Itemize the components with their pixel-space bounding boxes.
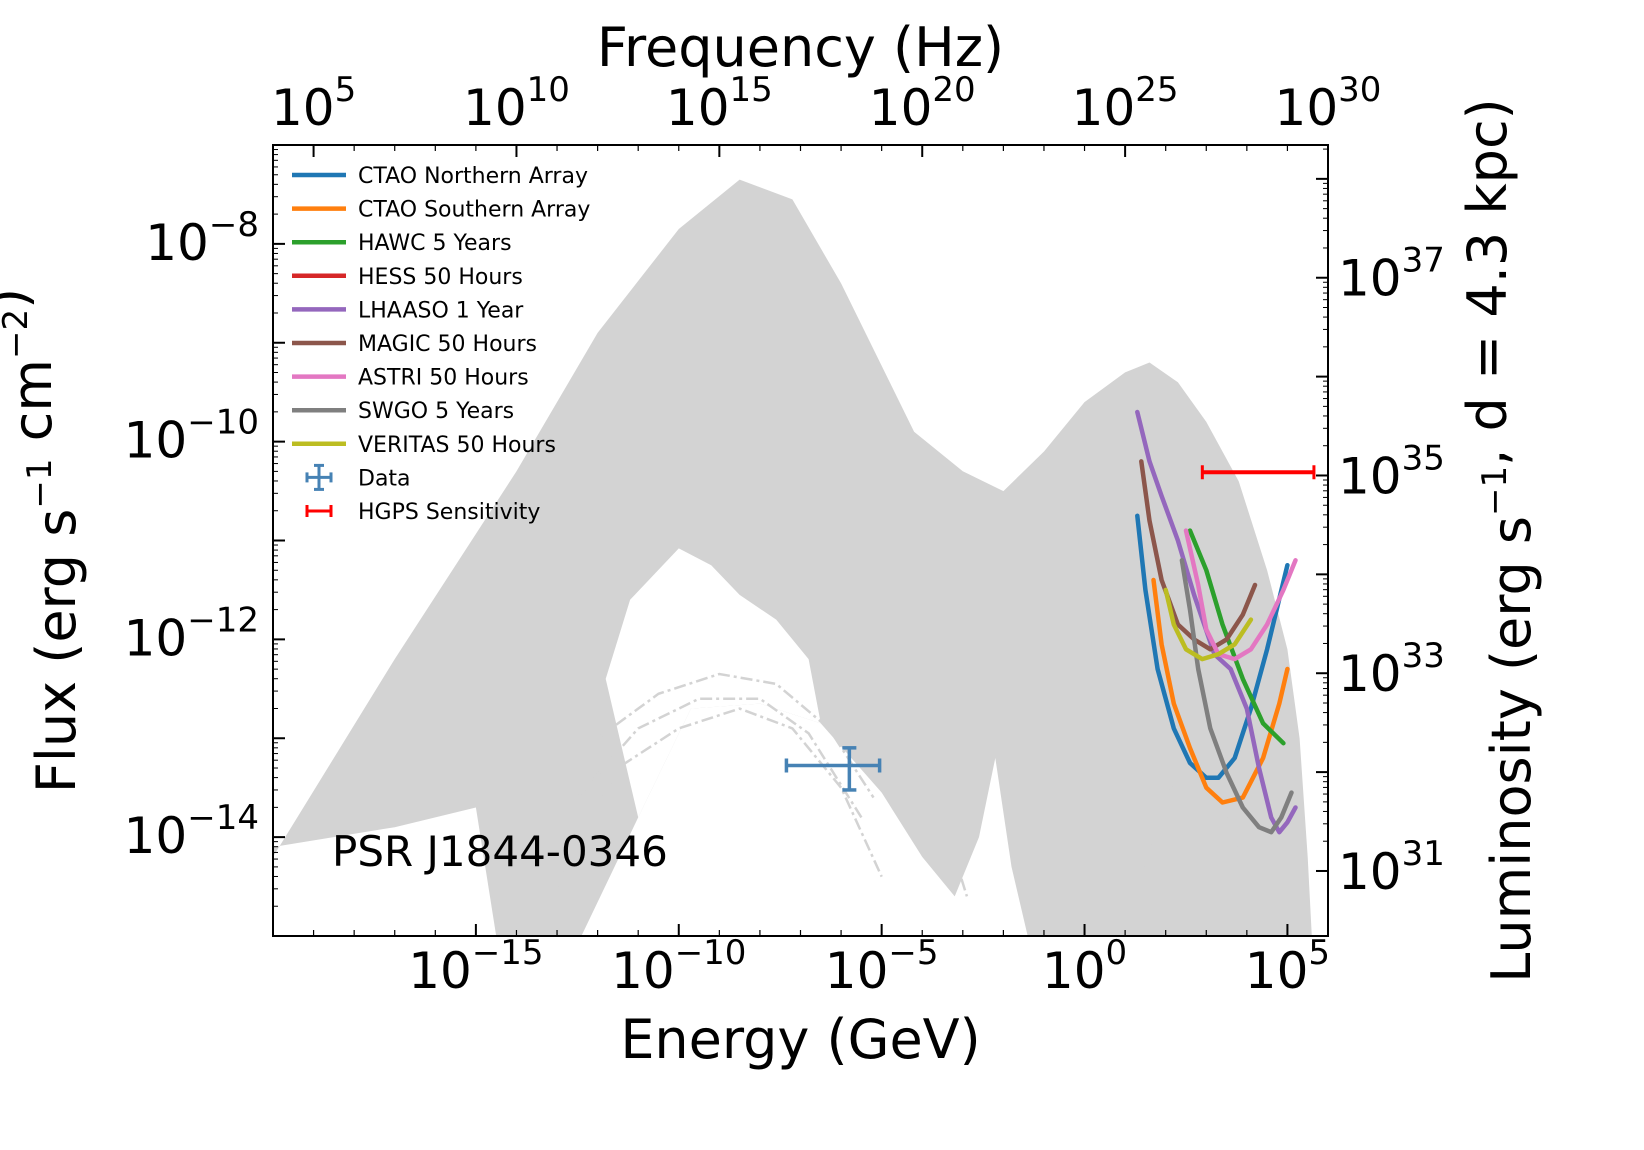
x-tick-label: 105 <box>1245 933 1330 1000</box>
sensitivity-curve-astri-50-hours <box>1183 528 1298 662</box>
y-tick-label: 10−10 <box>124 403 259 470</box>
y-axis-title: Flux (erg s−1 cm−2) <box>0 288 88 793</box>
top-tick-label: 1025 <box>1072 70 1179 137</box>
legend-swatch-data <box>305 463 333 491</box>
x-tick-label: 10−5 <box>825 933 939 1000</box>
data-points-layer <box>784 465 1316 792</box>
sensitivity-curves-layer <box>1135 409 1298 835</box>
x-tick-label: 10−10 <box>611 933 746 1000</box>
model-curve <box>576 697 863 819</box>
sensitivity-curve-veritas-50-hours <box>1163 587 1254 662</box>
sensitivity-curve-swgo-5-years <box>1179 558 1294 835</box>
data-point <box>784 746 882 792</box>
right-tick-label: 1035 <box>1338 438 1445 505</box>
legend-label: VERITAS 50 Hours <box>358 433 556 458</box>
right-tick-label: 1031 <box>1338 834 1445 901</box>
x-tick-label: 100 <box>1042 933 1127 1000</box>
x-axis-title: Energy (GeV) <box>620 1008 980 1071</box>
top-tick-label: 1010 <box>463 70 570 137</box>
legend-label: ASTRI 50 Hours <box>358 366 529 391</box>
top-tick-label: 105 <box>271 70 356 137</box>
y-tick-label: 10−12 <box>124 600 259 667</box>
x-tick-label: 10−15 <box>408 933 543 1000</box>
right-tick-label: 1037 <box>1338 241 1445 308</box>
right-axis-title: Luminosity (erg s−1, d = 4.3 kpc) <box>1456 98 1543 982</box>
legend: CTAO Northern Array CTAO Southern Array HA… <box>292 164 590 525</box>
model-band-layer <box>273 179 1312 936</box>
legend-label: HGPS Sensitivity <box>358 500 540 525</box>
legend-label: Data <box>358 466 411 491</box>
legend-label: LHAASO 1 Year <box>358 298 524 323</box>
legend-label: CTAO Southern Array <box>358 198 590 223</box>
hgps-sensitivity-bar <box>1200 465 1316 480</box>
sensitivity-curve-ctao-northern-array <box>1135 513 1290 781</box>
tick-layer <box>272 145 1329 937</box>
sensitivity-curve-hawc-5-years <box>1187 528 1286 746</box>
y-tick-label: 10−14 <box>124 798 259 865</box>
legend-label: HESS 50 Hours <box>358 265 523 290</box>
y-tick-label: 10−8 <box>145 205 259 272</box>
top-tick-label: 1015 <box>666 70 773 137</box>
top-tick-label: 1020 <box>869 70 976 137</box>
model-band-area <box>273 179 1312 936</box>
top-tick-label: 1030 <box>1275 70 1382 137</box>
legend-label: HAWC 5 Years <box>358 231 512 256</box>
right-tick-label: 1033 <box>1338 636 1445 703</box>
source-name-annotation: PSR J1844-0346 <box>332 827 668 876</box>
top-axis-title: Frequency (Hz) <box>597 16 1004 79</box>
model-curve <box>596 672 875 799</box>
model-band-gap <box>605 548 821 818</box>
tick-labels-layer: 10−15 10−10 10−5 100 105 105 1010 1015 1020 1025 1… <box>124 70 1445 1000</box>
legend-label: MAGIC 50 Hours <box>358 332 537 357</box>
legend-label: SWGO 5 Years <box>358 399 514 424</box>
legend-swatch-hgps <box>305 505 333 517</box>
model-curve <box>555 707 883 888</box>
legend-label: CTAO Northern Array <box>358 164 588 189</box>
model-curve <box>953 856 969 897</box>
sensitivity-curve-lhaaso-1-year <box>1135 409 1298 835</box>
